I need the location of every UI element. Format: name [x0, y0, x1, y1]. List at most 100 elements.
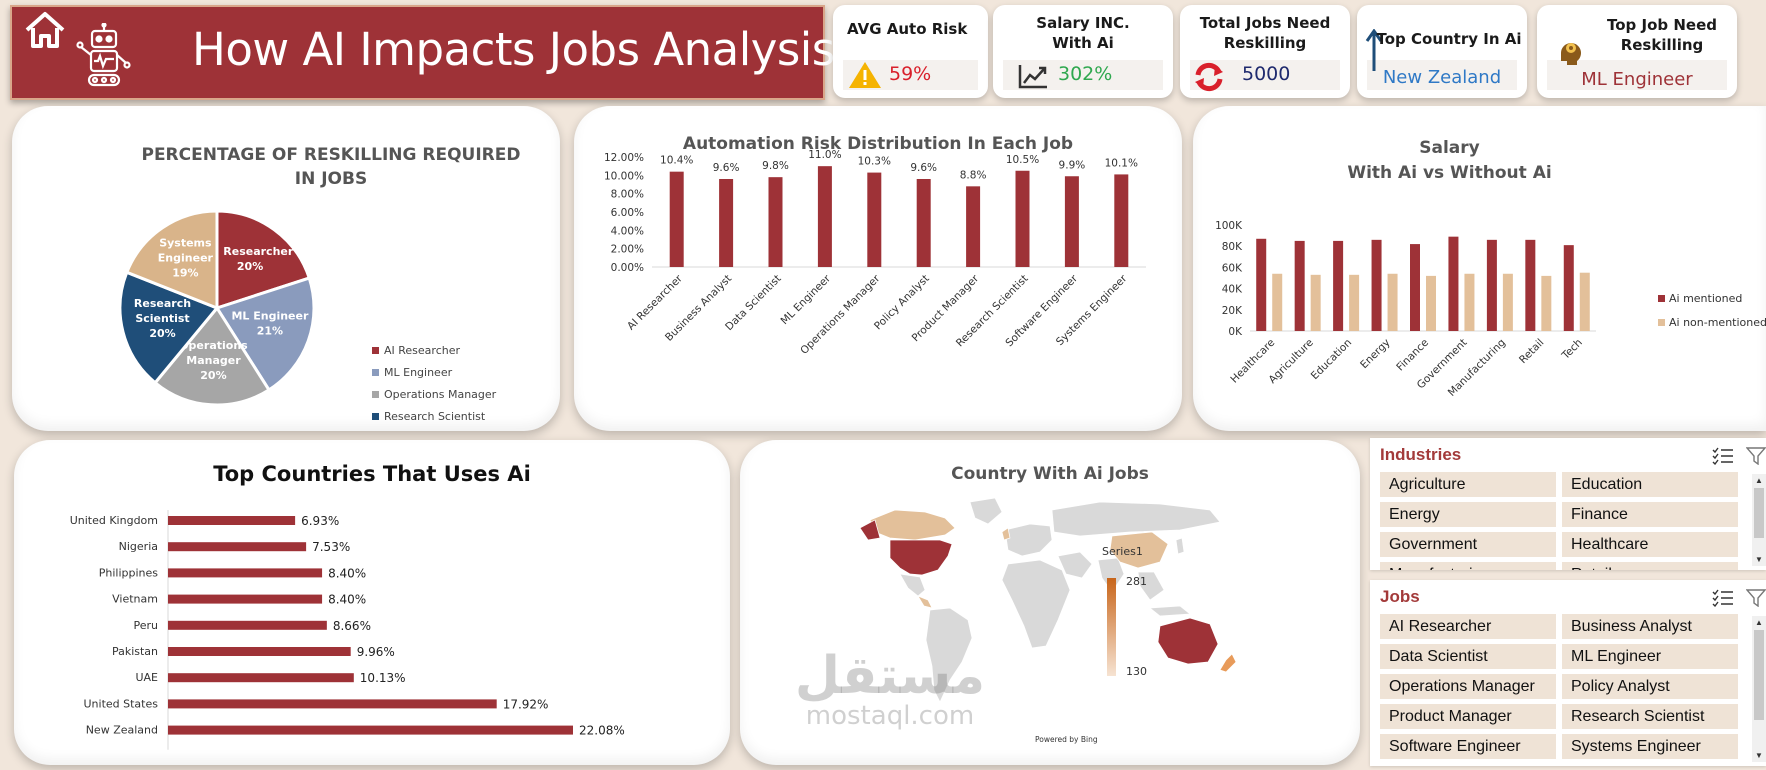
bar[interactable] — [1064, 176, 1079, 267]
map-country-greenland[interactable] — [969, 497, 1003, 525]
bar[interactable] — [1426, 275, 1436, 331]
multi-select-icon[interactable] — [1712, 447, 1734, 465]
map-country-indonesia[interactable] — [1149, 605, 1191, 617]
legend-label: Ai non-mentioned — [1669, 316, 1766, 329]
map-country-new-zealand[interactable] — [1219, 653, 1237, 673]
clear-filter-icon[interactable] — [1746, 589, 1766, 607]
scroll-thumb[interactable] — [1754, 488, 1764, 538]
bar[interactable] — [1333, 240, 1344, 331]
industry-slicer-item[interactable]: Energy — [1380, 502, 1556, 527]
map-country-usa[interactable] — [889, 539, 953, 576]
industry-slicer-item[interactable]: Government — [1380, 532, 1556, 557]
job-slicer-item[interactable]: Systems Engineer — [1562, 734, 1738, 759]
y-tick-label: 10.00% — [604, 170, 644, 182]
map-country-south-america[interactable] — [925, 607, 973, 703]
industry-slicer-item[interactable]: Education — [1562, 472, 1738, 497]
bar[interactable] — [1371, 239, 1382, 331]
industry-slicer-item[interactable]: Manufacturing — [1380, 562, 1556, 570]
job-slicer-item[interactable]: Software Engineer — [1380, 734, 1556, 759]
bar[interactable] — [168, 516, 296, 525]
bar[interactable] — [168, 594, 323, 604]
bar[interactable] — [1256, 238, 1267, 331]
kpi-salary-increase: Salary INC. With Ai 302% — [993, 5, 1173, 98]
industry-slicer-item[interactable]: Healthcare — [1562, 532, 1738, 557]
map-country-australia[interactable] — [1157, 617, 1219, 665]
bar[interactable] — [168, 647, 351, 656]
jobs-scrollbar[interactable]: ▲ ▼ — [1752, 616, 1766, 762]
bar[interactable] — [1272, 273, 1283, 331]
map-country-europe[interactable] — [1004, 523, 1053, 557]
scroll-thumb[interactable] — [1754, 630, 1764, 720]
map-country-middle-east[interactable] — [1057, 551, 1093, 579]
bar[interactable] — [1015, 170, 1030, 267]
pie-slice[interactable] — [124, 209, 219, 311]
countries-chart-card: Top Countries That Uses Ai United Kingdo… — [14, 440, 730, 765]
bar[interactable] — [966, 186, 981, 267]
pie-slice[interactable] — [215, 209, 312, 311]
map-country-china[interactable] — [1109, 531, 1169, 569]
bar[interactable] — [1349, 274, 1360, 331]
job-slicer-item[interactable]: Research Scientist — [1562, 704, 1738, 729]
jobs-slicer-title: Jobs — [1380, 587, 1420, 606]
bar[interactable] — [867, 172, 882, 267]
map-country-alaska[interactable] — [859, 519, 881, 541]
clear-filter-icon[interactable] — [1746, 447, 1766, 465]
map-country-russia[interactable] — [1051, 501, 1221, 537]
bar[interactable] — [168, 620, 327, 630]
map-country-central-america[interactable] — [917, 595, 933, 609]
map-country-se-asia[interactable] — [1137, 571, 1165, 601]
y-tick-label: 20K — [1222, 305, 1243, 317]
bar[interactable] — [168, 725, 573, 735]
map-country-japan[interactable] — [1175, 537, 1185, 555]
bar[interactable] — [168, 568, 323, 578]
job-slicer-item[interactable]: Business Analyst — [1562, 614, 1738, 639]
bar[interactable] — [1448, 236, 1459, 331]
bar[interactable] — [1502, 273, 1513, 331]
bar[interactable] — [168, 673, 354, 683]
map-country-india[interactable] — [1097, 557, 1125, 593]
bar[interactable] — [1387, 273, 1398, 331]
map-card: Country With Ai Jobs Series1 — [740, 440, 1360, 765]
bar[interactable] — [1464, 273, 1475, 331]
bar[interactable] — [1294, 240, 1305, 331]
bar[interactable] — [1310, 274, 1321, 331]
world-map[interactable]: Series1 281 130 Powered by Bing — [740, 440, 1360, 765]
map-country-uk[interactable] — [1001, 527, 1011, 541]
multi-select-icon[interactable] — [1712, 589, 1734, 607]
bar[interactable] — [1114, 174, 1129, 267]
bar[interactable] — [768, 177, 783, 267]
scroll-down-arrow[interactable]: ▼ — [1755, 555, 1763, 564]
map-country-africa[interactable] — [1001, 559, 1071, 649]
map-country-canada[interactable] — [869, 509, 956, 541]
bar[interactable] — [1579, 272, 1590, 331]
home-icon[interactable] — [24, 11, 66, 49]
bar[interactable] — [168, 542, 307, 552]
bar[interactable] — [817, 166, 832, 267]
bar[interactable] — [916, 179, 931, 267]
bar[interactable] — [168, 699, 497, 709]
industries-scrollbar[interactable]: ▲ ▼ — [1752, 474, 1766, 566]
job-slicer-item[interactable]: Data Scientist — [1380, 644, 1556, 669]
bar[interactable] — [1541, 275, 1552, 331]
scroll-up-arrow[interactable]: ▲ — [1755, 618, 1763, 627]
industry-slicer-item[interactable]: Finance — [1562, 502, 1738, 527]
bar[interactable] — [1486, 239, 1497, 331]
job-slicer-item[interactable]: Policy Analyst — [1562, 674, 1738, 699]
pie-slice[interactable] — [153, 305, 272, 407]
industry-slicer-item[interactable]: Agriculture — [1380, 472, 1556, 497]
job-slicer-item[interactable]: ML Engineer — [1562, 644, 1738, 669]
bar[interactable] — [719, 179, 734, 267]
job-slicer-item[interactable]: Operations Manager — [1380, 674, 1556, 699]
bar[interactable] — [1525, 239, 1536, 331]
bar[interactable] — [1563, 245, 1574, 331]
pie-slice[interactable] — [214, 276, 316, 392]
job-slicer-item[interactable]: Product Manager — [1380, 704, 1556, 729]
scroll-up-arrow[interactable]: ▲ — [1755, 476, 1763, 485]
job-slicer-item[interactable]: AI Researcher — [1380, 614, 1556, 639]
legend-swatch — [372, 413, 379, 420]
scroll-down-arrow[interactable]: ▼ — [1755, 751, 1763, 760]
bar[interactable] — [669, 171, 684, 267]
bar[interactable] — [1410, 244, 1420, 331]
map-country-mexico[interactable] — [899, 573, 926, 597]
industry-slicer-item[interactable]: Retail — [1562, 562, 1738, 570]
